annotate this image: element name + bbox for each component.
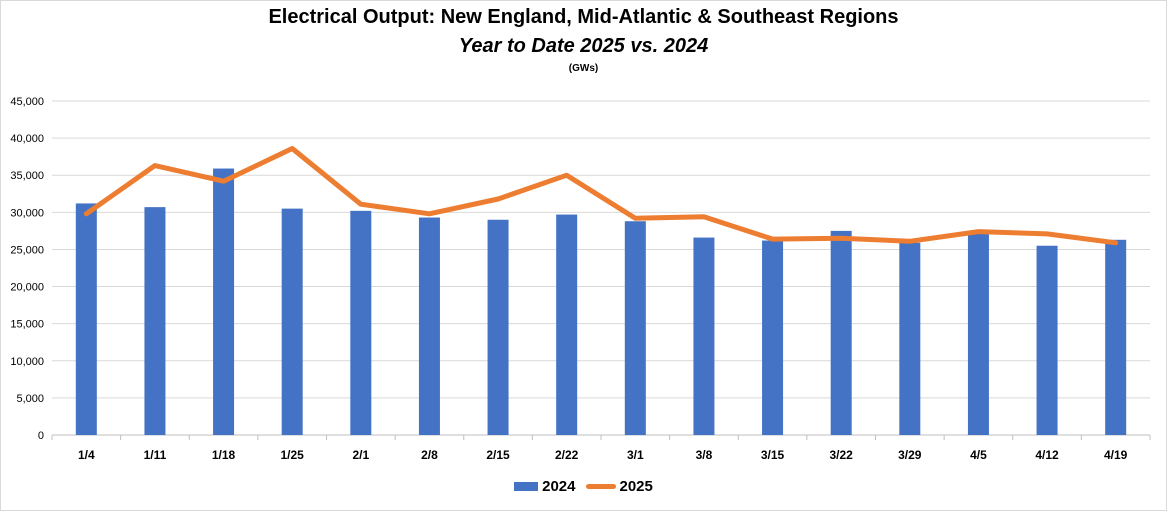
y-tick-label: 45,000 xyxy=(10,96,44,108)
bar-2024 xyxy=(144,207,166,435)
bar-2024 xyxy=(830,230,852,435)
legend-swatch-2024 xyxy=(514,482,539,491)
point-2025 xyxy=(908,239,912,243)
point-2025 xyxy=(976,230,980,234)
point-2025 xyxy=(771,237,775,241)
legend-swatch-2025 xyxy=(585,484,616,489)
x-tick-label: 4/19 xyxy=(1104,448,1128,462)
x-tick-label: 1/11 xyxy=(144,448,167,462)
y-tick-label: 0 xyxy=(38,430,44,442)
bar-2024 xyxy=(418,217,440,435)
bar-2024 xyxy=(213,168,235,435)
bar-2024 xyxy=(487,219,509,435)
x-tick-label: 4/5 xyxy=(970,448,987,462)
chart-legend: 2024 2025 xyxy=(0,478,1167,495)
chart-subtitle: Year to Date 2025 vs. 2024 xyxy=(458,35,709,57)
bar-2024 xyxy=(693,237,715,435)
legend-item-2024: 2024 xyxy=(514,478,576,495)
x-tick-label: 2/22 xyxy=(555,448,579,462)
point-2025 xyxy=(222,179,226,183)
point-2025 xyxy=(290,147,294,151)
bar-2024 xyxy=(75,203,97,435)
x-tick-label: 3/8 xyxy=(696,448,713,462)
y-tick-label: 25,000 xyxy=(10,244,44,256)
bar-2024 xyxy=(762,240,784,435)
bar-2024 xyxy=(281,208,303,435)
bar-2024 xyxy=(967,233,989,435)
point-2025 xyxy=(565,173,569,177)
point-2025 xyxy=(839,236,843,240)
bar-2024 xyxy=(1036,245,1058,435)
point-2025 xyxy=(84,212,88,216)
bar-2024 xyxy=(350,210,372,435)
x-tick-label: 3/22 xyxy=(830,448,854,462)
x-tick-label: 2/15 xyxy=(486,448,510,462)
y-tick-label: 5,000 xyxy=(16,393,44,405)
x-tick-label: 1/4 xyxy=(78,448,95,462)
bar-2024 xyxy=(556,214,578,435)
bar-2024 xyxy=(1105,239,1127,435)
line-2025 xyxy=(83,146,1119,246)
y-tick-label: 30,000 xyxy=(10,207,44,219)
y-tick-label: 20,000 xyxy=(10,282,44,294)
x-tick-label: 4/12 xyxy=(1035,448,1059,462)
point-2025 xyxy=(427,212,431,216)
y-tick-label: 40,000 xyxy=(10,133,44,145)
x-tick-label: 3/1 xyxy=(627,448,644,462)
bar-2024 xyxy=(899,242,921,435)
y-tick-label: 35,000 xyxy=(10,170,44,182)
x-tick-label: 1/25 xyxy=(281,448,305,462)
x-tick-label: 1/18 xyxy=(212,448,236,462)
x-tick-label: 2/1 xyxy=(352,448,369,462)
x-tick-label: 3/15 xyxy=(761,448,785,462)
point-2025 xyxy=(153,164,157,168)
legend-item-2025: 2025 xyxy=(585,478,653,495)
x-tick-label: 2/8 xyxy=(421,448,438,462)
point-2025 xyxy=(1045,232,1049,236)
chart-title: Electrical Output: New England, Mid-Atla… xyxy=(268,6,899,28)
legend-label-2025: 2025 xyxy=(619,478,653,495)
point-2025 xyxy=(702,215,706,219)
y-tick-label: 10,000 xyxy=(10,356,44,368)
legend-label-2024: 2024 xyxy=(542,478,576,495)
point-2025 xyxy=(496,197,500,201)
point-2025 xyxy=(1114,241,1118,245)
bar-2024 xyxy=(624,221,646,435)
point-2025 xyxy=(633,216,637,220)
x-tick-label: 3/29 xyxy=(898,448,922,462)
chart-unit-note: (GWs) xyxy=(568,63,599,74)
y-tick-label: 15,000 xyxy=(10,319,44,331)
point-2025 xyxy=(359,202,363,206)
